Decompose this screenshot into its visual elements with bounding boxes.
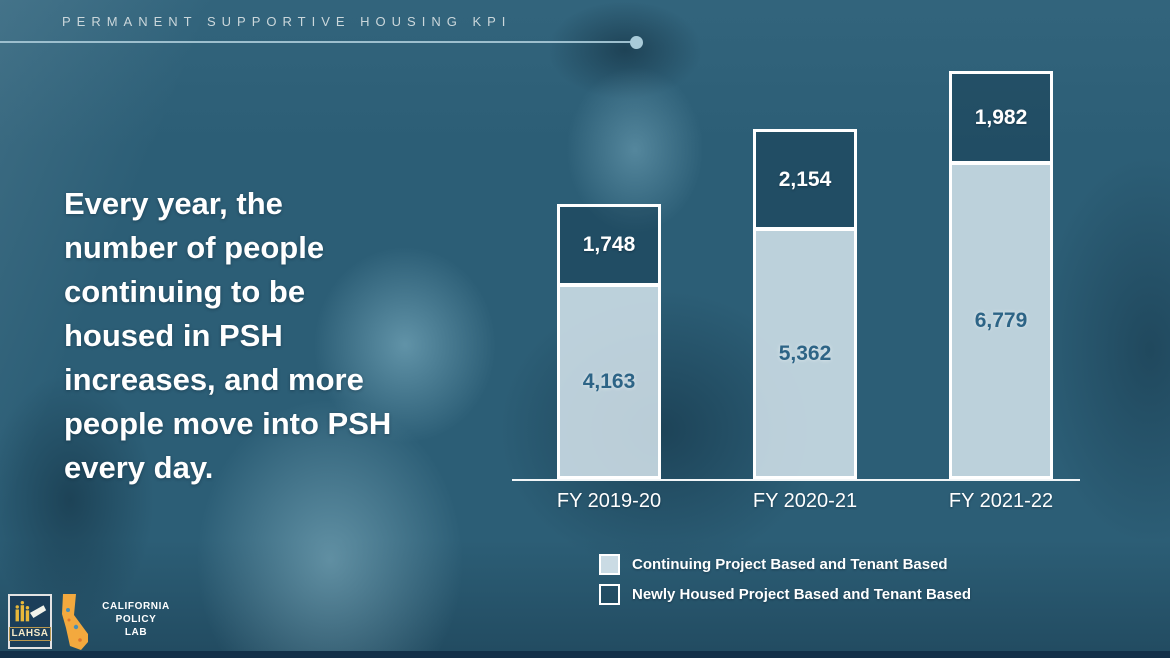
legend-item-continuing: Continuing Project Based and Tenant Base… [599, 554, 971, 575]
bar-value-label: 4,163 [582, 369, 636, 393]
stacked-bar: 1,982 6,779 [949, 71, 1053, 479]
legend-label-newly: Newly Housed Project Based and Tenant Ba… [632, 586, 971, 603]
lahsa-logo-icon [15, 600, 47, 622]
x-axis-line [512, 479, 1080, 481]
bar-segment-continuing: 5,362 [753, 229, 857, 479]
plot-area: 1,748 4,163 2,154 5,362 1,982 6,779 [512, 0, 1080, 479]
x-axis-category-label: FY 2019-20 [556, 490, 662, 512]
bar-value-label: 5,362 [778, 341, 832, 365]
lahsa-logo: LAHSA [8, 594, 52, 649]
bar-segment-newly-housed: 1,748 [557, 204, 661, 285]
bar-segment-newly-housed: 1,982 [949, 71, 1053, 163]
california-policy-lab-logo-text: CALIFORNIA POLICY LAB [102, 601, 170, 638]
bar-segment-continuing: 4,163 [557, 285, 661, 479]
bar-value-label: 1,748 [582, 233, 636, 256]
headline-text: Every year, the number of people continu… [64, 186, 392, 485]
legend-swatch-newly [599, 584, 620, 605]
chart-legend: Continuing Project Based and Tenant Base… [599, 554, 971, 614]
x-axis-category-label: FY 2021-22 [948, 490, 1054, 512]
bar-value-label: 1,982 [974, 105, 1028, 129]
legend-item-newly: Newly Housed Project Based and Tenant Ba… [599, 584, 971, 605]
bottom-accent-strip [0, 651, 1170, 658]
bar-segment-continuing: 6,779 [949, 163, 1053, 479]
header-rule-dot [630, 36, 643, 49]
header-rule-line [0, 41, 637, 43]
bar-segment-newly-housed: 2,154 [753, 129, 857, 229]
stacked-bar: 2,154 5,362 [753, 129, 857, 479]
legend-label-continuing: Continuing Project Based and Tenant Base… [632, 556, 948, 573]
page-title: PERMANENT SUPPORTIVE HOUSING KPI [62, 14, 512, 29]
bar-value-label: 6,779 [974, 308, 1028, 332]
lahsa-logo-text: LAHSA [8, 627, 52, 641]
bar-value-label: 2,154 [778, 167, 832, 191]
x-axis-category-label: FY 2020-21 [752, 490, 858, 512]
legend-swatch-continuing [599, 554, 620, 575]
california-policy-lab-logo-icon [62, 594, 88, 650]
stacked-bar: 1,748 4,163 [557, 204, 661, 479]
